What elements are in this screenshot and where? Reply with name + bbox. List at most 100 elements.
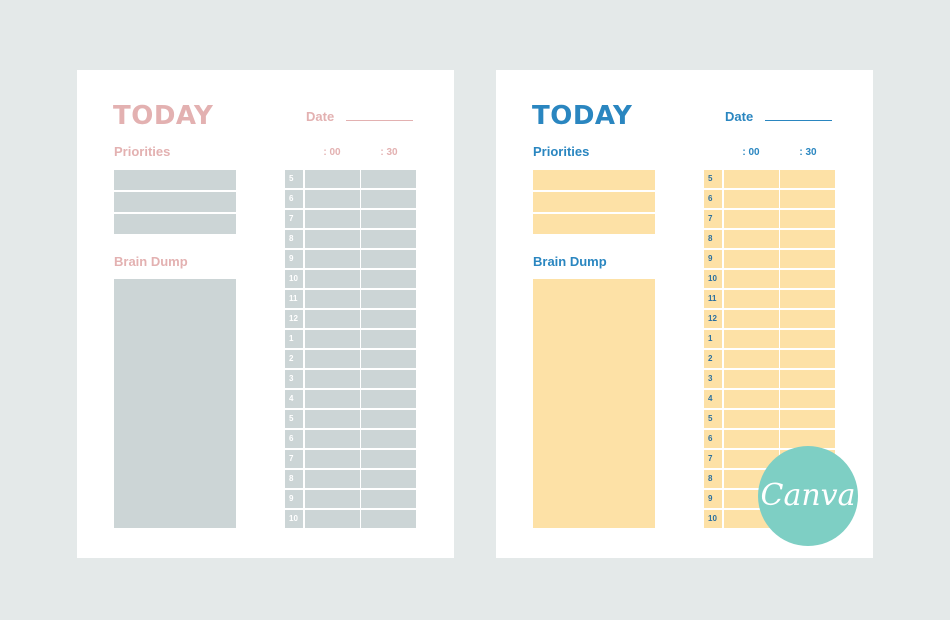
hour-label: 6 bbox=[704, 190, 722, 208]
schedule-slot-00[interactable] bbox=[305, 190, 360, 208]
schedule-slot-30[interactable] bbox=[780, 290, 835, 308]
schedule-slot-30[interactable] bbox=[780, 430, 835, 448]
schedule-slot-00[interactable] bbox=[724, 210, 779, 228]
schedule-slot-00[interactable] bbox=[724, 310, 779, 328]
schedule-slot-00[interactable] bbox=[724, 390, 779, 408]
schedule-slot-00[interactable] bbox=[724, 430, 779, 448]
schedule-slot-30[interactable] bbox=[361, 410, 416, 428]
brain-dump-box[interactable] bbox=[114, 279, 236, 528]
hour-label: 10 bbox=[285, 510, 303, 528]
priority-box[interactable] bbox=[114, 170, 236, 190]
schedule-slot-30[interactable] bbox=[361, 330, 416, 348]
priority-box[interactable] bbox=[533, 214, 655, 234]
schedule-row: 12 bbox=[285, 310, 416, 328]
schedule-slot-30[interactable] bbox=[780, 170, 835, 188]
schedule-slot-00[interactable] bbox=[305, 170, 360, 188]
schedule-slot-30[interactable] bbox=[780, 370, 835, 388]
schedule-slot-00[interactable] bbox=[724, 410, 779, 428]
schedule-slot-30[interactable] bbox=[780, 210, 835, 228]
hour-label: 3 bbox=[704, 370, 722, 388]
schedule-slot-30[interactable] bbox=[361, 350, 416, 368]
schedule-slot-30[interactable] bbox=[361, 310, 416, 328]
schedule-slot-00[interactable] bbox=[724, 170, 779, 188]
schedule-slot-30[interactable] bbox=[361, 370, 416, 388]
schedule-slot-00[interactable] bbox=[305, 490, 360, 508]
schedule-slot-00[interactable] bbox=[724, 330, 779, 348]
schedule-slot-30[interactable] bbox=[780, 390, 835, 408]
priority-box[interactable] bbox=[114, 192, 236, 212]
schedule-slot-30[interactable] bbox=[361, 290, 416, 308]
schedule-slot-30[interactable] bbox=[361, 230, 416, 248]
schedule-slot-00[interactable] bbox=[305, 390, 360, 408]
priority-box[interactable] bbox=[533, 170, 655, 190]
date-line[interactable] bbox=[765, 120, 832, 121]
hour-label: 9 bbox=[704, 490, 722, 508]
schedule-slot-30[interactable] bbox=[361, 190, 416, 208]
hour-label: 2 bbox=[285, 350, 303, 368]
schedule-slot-30[interactable] bbox=[780, 330, 835, 348]
brain-dump-label: Brain Dump bbox=[533, 254, 607, 269]
schedule-slot-00[interactable] bbox=[305, 210, 360, 228]
schedule-slot-00[interactable] bbox=[305, 270, 360, 288]
hour-label: 1 bbox=[285, 330, 303, 348]
schedule-slot-30[interactable] bbox=[780, 310, 835, 328]
hour-label: 12 bbox=[704, 310, 722, 328]
brain-dump-box[interactable] bbox=[533, 279, 655, 528]
schedule-row: 5 bbox=[704, 170, 835, 188]
schedule-slot-00[interactable] bbox=[724, 290, 779, 308]
schedule-slot-00[interactable] bbox=[305, 430, 360, 448]
schedule-slot-00[interactable] bbox=[305, 510, 360, 528]
schedule-slot-30[interactable] bbox=[780, 350, 835, 368]
schedule-slot-00[interactable] bbox=[305, 450, 360, 468]
schedule-slot-30[interactable] bbox=[780, 410, 835, 428]
schedule-row: 9 bbox=[285, 490, 416, 508]
hour-label: 8 bbox=[285, 230, 303, 248]
hour-label: 8 bbox=[704, 230, 722, 248]
schedule-slot-00[interactable] bbox=[305, 370, 360, 388]
schedule-slot-30[interactable] bbox=[361, 510, 416, 528]
schedule-slot-30[interactable] bbox=[361, 250, 416, 268]
schedule-slot-00[interactable] bbox=[724, 230, 779, 248]
schedule-slot-00[interactable] bbox=[724, 190, 779, 208]
schedule-slot-00[interactable] bbox=[724, 270, 779, 288]
hour-label: 5 bbox=[704, 170, 722, 188]
column-header-00: : 00 bbox=[742, 147, 760, 158]
schedule-slot-00[interactable] bbox=[305, 230, 360, 248]
schedule-row: 2 bbox=[285, 350, 416, 368]
schedule-row: 10 bbox=[285, 270, 416, 288]
schedule-slot-30[interactable] bbox=[361, 170, 416, 188]
schedule-slot-00[interactable] bbox=[305, 330, 360, 348]
schedule-slot-00[interactable] bbox=[724, 250, 779, 268]
hour-label: 5 bbox=[704, 410, 722, 428]
hour-label: 9 bbox=[285, 490, 303, 508]
hour-label: 8 bbox=[285, 470, 303, 488]
schedule-slot-00[interactable] bbox=[305, 470, 360, 488]
hour-label: 6 bbox=[285, 430, 303, 448]
schedule-slot-00[interactable] bbox=[305, 290, 360, 308]
date-line[interactable] bbox=[346, 120, 413, 121]
schedule-slot-30[interactable] bbox=[361, 450, 416, 468]
schedule-slot-30[interactable] bbox=[361, 470, 416, 488]
schedule-slot-00[interactable] bbox=[305, 250, 360, 268]
schedule-slot-30[interactable] bbox=[780, 230, 835, 248]
schedule-slot-00[interactable] bbox=[724, 350, 779, 368]
priority-box[interactable] bbox=[533, 192, 655, 212]
schedule-row: 9 bbox=[285, 250, 416, 268]
schedule-slot-00[interactable] bbox=[724, 450, 779, 468]
schedule-slot-30[interactable] bbox=[780, 190, 835, 208]
schedule-slot-00[interactable] bbox=[305, 410, 360, 428]
schedule-slot-00[interactable] bbox=[305, 350, 360, 368]
schedule-slot-30[interactable] bbox=[361, 210, 416, 228]
schedule-slot-30[interactable] bbox=[361, 270, 416, 288]
column-header-00: : 00 bbox=[323, 147, 341, 158]
schedule-slot-00[interactable] bbox=[305, 310, 360, 328]
schedule-row: 5 bbox=[285, 170, 416, 188]
schedule-slot-30[interactable] bbox=[361, 490, 416, 508]
schedule-slot-30[interactable] bbox=[361, 430, 416, 448]
schedule-slot-30[interactable] bbox=[780, 250, 835, 268]
schedule-row: 9 bbox=[704, 250, 835, 268]
schedule-slot-00[interactable] bbox=[724, 370, 779, 388]
priority-box[interactable] bbox=[114, 214, 236, 234]
schedule-slot-30[interactable] bbox=[780, 270, 835, 288]
schedule-slot-30[interactable] bbox=[361, 390, 416, 408]
